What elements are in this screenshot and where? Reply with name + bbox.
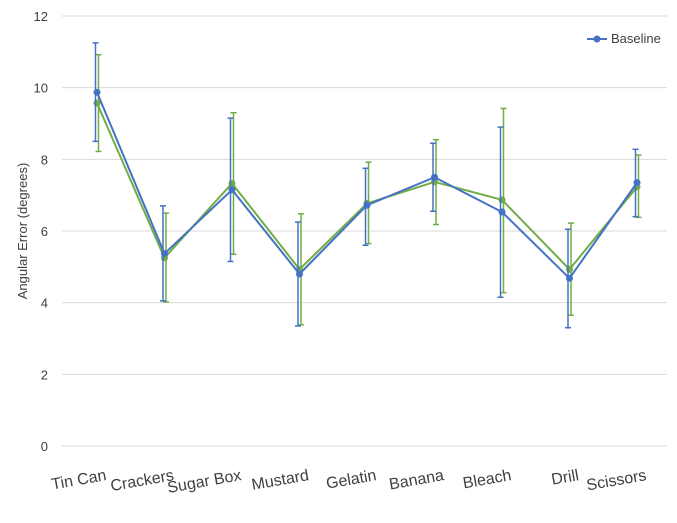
x-tick-label: Bleach (462, 467, 513, 492)
data-point (161, 250, 168, 258)
x-tick-label: Scissors (585, 467, 647, 494)
y-tick-label: 2 (41, 367, 48, 382)
data-point (228, 179, 236, 187)
data-point (498, 196, 506, 204)
data-point (566, 274, 573, 282)
series-line (96, 102, 638, 271)
series-0 (92, 42, 641, 329)
x-tick-label: Gelatin (325, 467, 378, 493)
x-tick-label: Banana (388, 467, 445, 493)
data-point (633, 179, 641, 187)
y-tick-label: 0 (41, 439, 48, 454)
data-point (498, 208, 506, 216)
series-layer (92, 42, 642, 329)
y-axis-ticks: 0 2 4 6 8 10 12 (34, 9, 48, 454)
legend-label-baseline: Baseline (611, 31, 661, 46)
data-point (296, 270, 303, 278)
series-1 (93, 53, 642, 326)
y-axis-label: Angular Error (degrees) (15, 163, 30, 300)
x-tick-label: Sugar Box (166, 467, 243, 497)
x-tick-label: Mustard (250, 467, 310, 494)
legend-swatch-marker (593, 35, 601, 43)
y-tick-label: 6 (41, 224, 48, 239)
x-tick-label: Tin Can (50, 467, 108, 493)
data-point (431, 173, 438, 181)
x-tick-label: Crackers (109, 467, 175, 495)
data-point (363, 201, 371, 209)
y-tick-label: 10 (34, 81, 48, 96)
data-point (566, 265, 573, 273)
legend: Baseline (587, 31, 661, 46)
y-tick-label: 12 (34, 9, 48, 24)
y-tick-label: 4 (41, 296, 48, 311)
data-point (93, 88, 101, 96)
data-point (228, 186, 236, 194)
series-line (96, 91, 638, 280)
y-tick-label: 8 (41, 152, 48, 167)
x-tick-label: Drill (550, 467, 580, 489)
